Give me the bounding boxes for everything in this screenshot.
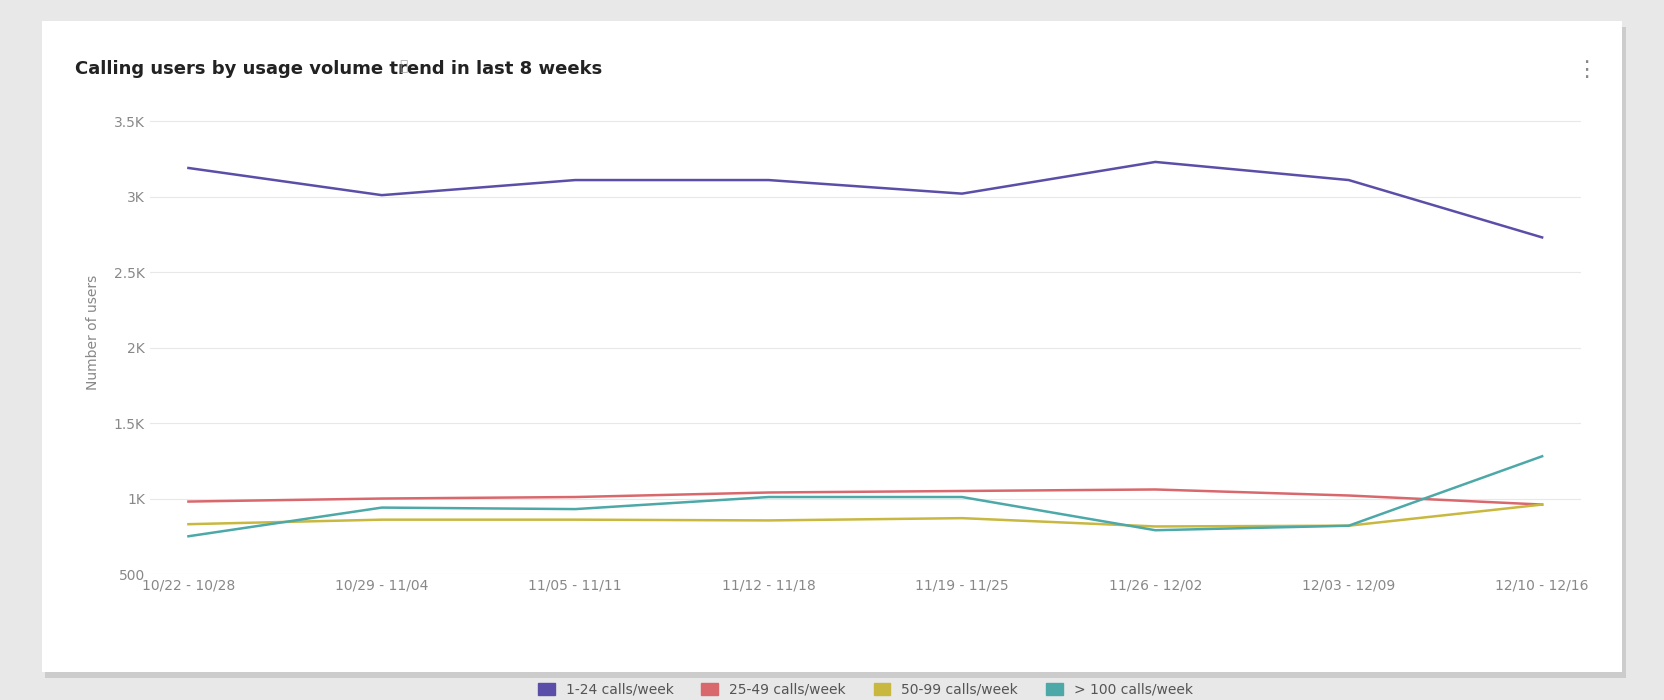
Text: Calling users by usage volume trend in last 8 weeks: Calling users by usage volume trend in l… <box>75 60 602 78</box>
25-49 calls/week <box>1533 500 1553 509</box>
1-24 calls/week <box>1145 158 1165 166</box>
25-49 calls/week <box>371 494 391 503</box>
25-49 calls/week <box>566 493 586 501</box>
> 100 calls/week <box>1533 452 1553 461</box>
1-24 calls/week <box>952 190 972 198</box>
Line: 50-99 calls/week: 50-99 calls/week <box>188 505 1543 526</box>
50-99 calls/week <box>371 515 391 524</box>
50-99 calls/week <box>1145 522 1165 531</box>
50-99 calls/week <box>1533 500 1553 509</box>
1-24 calls/week <box>759 176 779 184</box>
25-49 calls/week <box>1145 485 1165 494</box>
> 100 calls/week <box>952 493 972 501</box>
> 100 calls/week <box>1145 526 1165 534</box>
Text: ⋮: ⋮ <box>1576 60 1597 80</box>
25-49 calls/week <box>759 489 779 497</box>
25-49 calls/week <box>952 486 972 495</box>
> 100 calls/week <box>1340 522 1359 530</box>
50-99 calls/week <box>952 514 972 522</box>
Line: 25-49 calls/week: 25-49 calls/week <box>188 489 1543 505</box>
Legend: 1-24 calls/week, 25-49 calls/week, 50-99 calls/week, > 100 calls/week: 1-24 calls/week, 25-49 calls/week, 50-99… <box>532 677 1198 700</box>
> 100 calls/week <box>759 493 779 501</box>
1-24 calls/week <box>566 176 586 184</box>
Line: > 100 calls/week: > 100 calls/week <box>188 456 1543 536</box>
Line: 1-24 calls/week: 1-24 calls/week <box>188 162 1543 237</box>
50-99 calls/week <box>566 515 586 524</box>
1-24 calls/week <box>1340 176 1359 184</box>
1-24 calls/week <box>371 191 391 200</box>
1-24 calls/week <box>1533 233 1553 242</box>
> 100 calls/week <box>566 505 586 513</box>
Text: ⓘ: ⓘ <box>399 60 408 74</box>
> 100 calls/week <box>178 532 198 540</box>
Y-axis label: Number of users: Number of users <box>87 275 100 390</box>
50-99 calls/week <box>1340 522 1359 530</box>
50-99 calls/week <box>178 520 198 528</box>
25-49 calls/week <box>178 497 198 505</box>
25-49 calls/week <box>1340 491 1359 500</box>
50-99 calls/week <box>759 516 779 524</box>
1-24 calls/week <box>178 164 198 172</box>
> 100 calls/week <box>371 503 391 512</box>
